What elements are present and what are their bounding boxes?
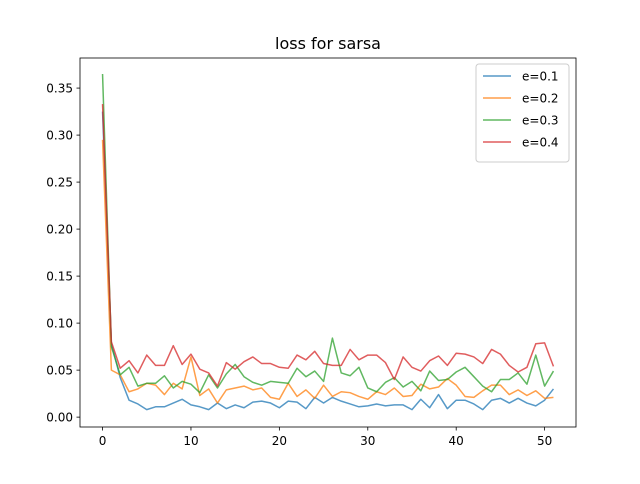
- y-axis: 0.00 0.05 0.10 0.15 0.20 0.25 0.30 0.35: [46, 82, 80, 425]
- x-tick-label: 20: [272, 434, 287, 448]
- y-tick-label: 0.10: [46, 317, 73, 331]
- legend-label: e=0.3: [522, 114, 559, 128]
- plot-area: [101, 73, 555, 411]
- chart-title: loss for sarsa: [275, 34, 381, 53]
- series-line-e=0.2: [101, 139, 554, 404]
- y-tick-label: 0.05: [46, 364, 73, 378]
- x-tick-label: 50: [537, 434, 552, 448]
- x-tick-label: 10: [183, 434, 198, 448]
- legend-label: e=0.4: [522, 136, 559, 150]
- series-line-e=0.3: [101, 73, 555, 394]
- x-tick-label: 0: [99, 434, 107, 448]
- legend-label: e=0.1: [522, 70, 559, 84]
- y-tick-label: 0.20: [46, 223, 73, 237]
- x-tick-label: 30: [360, 434, 375, 448]
- series-line-e=0.1: [101, 111, 555, 411]
- y-tick-label: 0.15: [46, 270, 73, 284]
- y-tick-label: 0.30: [46, 129, 73, 143]
- y-tick-label: 0.25: [46, 176, 73, 190]
- y-tick-label: 0.35: [46, 82, 73, 96]
- series-line-e=0.4: [101, 104, 555, 387]
- legend-label: e=0.2: [522, 92, 559, 106]
- x-axis: 0 10 20 30 40 50: [99, 427, 552, 448]
- legend: e=0.1 e=0.2 e=0.3 e=0.4: [475, 63, 570, 163]
- x-tick-label: 40: [449, 434, 464, 448]
- legend-box: [475, 63, 570, 163]
- axes-frame: [79, 57, 577, 428]
- y-tick-label: 0.00: [46, 411, 73, 425]
